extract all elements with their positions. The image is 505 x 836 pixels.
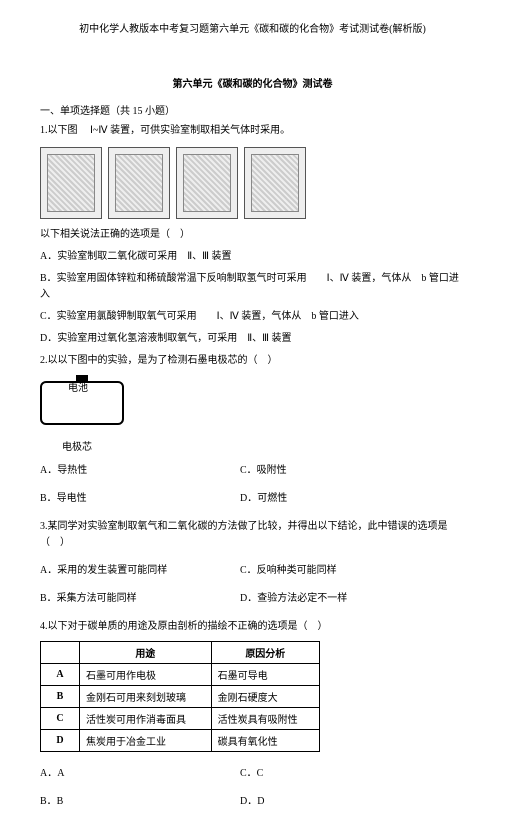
- q4-ansC: C．C: [240, 766, 263, 782]
- q1-stem-prefix: 1.以下图: [40, 125, 78, 136]
- cell-D-usage: 焦炭用于冶金工业: [80, 730, 212, 752]
- table-header-row: 用途 原因分析: [41, 642, 320, 664]
- cell-A-label: A: [41, 664, 80, 686]
- cell-D-reason: 碳具有氧化性: [211, 730, 319, 752]
- q1-optA: A．实验室制取二氧化碳可采用 Ⅱ、Ⅲ 装置: [40, 249, 465, 265]
- test-subtitle: 第六单元《碳和碳的化合物》测试卷: [40, 75, 465, 90]
- section-heading: 一、单项选择题（共 15 小题）: [40, 102, 465, 117]
- table-row: B 金刚石可用来刻划玻璃 金刚石硬度大: [41, 686, 320, 708]
- apparatus-1-icon: [40, 147, 102, 219]
- table-row: A 石墨可用作电极 石墨可导电: [41, 664, 320, 686]
- battery-bottom-label: 电极芯: [62, 438, 92, 453]
- apparatus-2-icon: [108, 147, 170, 219]
- q1-optB-prefix: B．实验室用固体锌粒和稀硫酸常温下反响制取氢气时可采用: [40, 273, 307, 284]
- q1-optC: C．实验室用氯酸钾制取氧气可采用 Ⅰ、Ⅳ 装置，气体从 b 管口进入: [40, 309, 465, 325]
- cell-A-usage: 石墨可用作电极: [80, 664, 212, 686]
- cell-D-label: D: [41, 730, 80, 752]
- q1-stem: 1.以下图 Ⅰ~Ⅳ 装置，可供实验室制取相关气体时采用。: [40, 123, 465, 139]
- cell-A-reason: 石墨可导电: [211, 664, 319, 686]
- q2-optA: A．导热性: [40, 463, 240, 479]
- table-row: C 活性炭可用作消毒面具 活性炭具有吸附性: [41, 708, 320, 730]
- table-row: D 焦炭用于冶金工业 碳具有氧化性: [41, 730, 320, 752]
- q1-conclusion: 以下相关说法正确的选项是（ ）: [40, 227, 465, 243]
- q2-diagram: 电池 电极芯: [40, 381, 130, 451]
- q4-table: 用途 原因分析 A 石墨可用作电极 石墨可导电 B 金刚石可用来刻划玻璃 金刚石…: [40, 641, 320, 752]
- cell-B-usage: 金刚石可用来刻划玻璃: [80, 686, 212, 708]
- q2-optD: D．可燃性: [240, 491, 287, 507]
- q3-stem: 3.某同学对实验室制取氧气和二氧化碳的方法做了比较，并得出以下结论，此中错误的选…: [40, 519, 465, 551]
- apparatus-4-icon: [244, 147, 306, 219]
- cell-C-reason: 活性炭具有吸附性: [211, 708, 319, 730]
- cell-B-label: B: [41, 686, 80, 708]
- q1-optB: B．实验室用固体锌粒和稀硫酸常温下反响制取氢气时可采用 Ⅰ、Ⅳ 装置，气体从 b…: [40, 271, 465, 303]
- q4-ansA: A．A: [40, 766, 240, 782]
- q1-stem-part2: Ⅰ~Ⅳ 装置，可供实验室制取相关气体时采用。: [90, 125, 290, 136]
- q1-optD: D．实验室用过氧化氢溶液制取氧气，可采用 Ⅱ、Ⅲ 装置: [40, 331, 465, 347]
- page-header: 初中化学人教版本中考复习题第六单元《碳和碳的化合物》考试测试卷(解析版): [40, 20, 465, 35]
- q3-optB: B．采集方法可能同样: [40, 591, 240, 607]
- q1-diagrams: [40, 147, 465, 219]
- cell-B-reason: 金刚石硬度大: [211, 686, 319, 708]
- th-usage: 用途: [80, 642, 212, 664]
- q3-optC: C．反响种类可能同样: [240, 563, 337, 579]
- q4-ansD: D．D: [240, 794, 264, 810]
- cell-C-label: C: [41, 708, 80, 730]
- q3-optD: D．查验方法必定不一样: [240, 591, 347, 607]
- th-reason: 原因分析: [211, 642, 319, 664]
- q2-optC: C．吸附性: [240, 463, 287, 479]
- q4-ansB: B．B: [40, 794, 240, 810]
- q3-optA: A．采用的发生装置可能同样: [40, 563, 240, 579]
- q1-optC-suffix: Ⅰ、Ⅳ 装置，气体从 b 管口进入: [217, 311, 359, 322]
- q4-stem: 4.以下对于碳单质的用途及原由剖析的描绘不正确的选项是（ ）: [40, 619, 465, 635]
- q1-optC-prefix: C．实验室用氯酸钾制取氧气可采用: [40, 311, 197, 322]
- cell-C-usage: 活性炭可用作消毒面具: [80, 708, 212, 730]
- th-blank: [41, 642, 80, 664]
- q2-optB: B．导电性: [40, 491, 240, 507]
- apparatus-3-icon: [176, 147, 238, 219]
- battery-icon: [40, 381, 124, 425]
- q2-stem: 2.以以下图中的实验，是为了检测石墨电极芯的（ ）: [40, 353, 465, 369]
